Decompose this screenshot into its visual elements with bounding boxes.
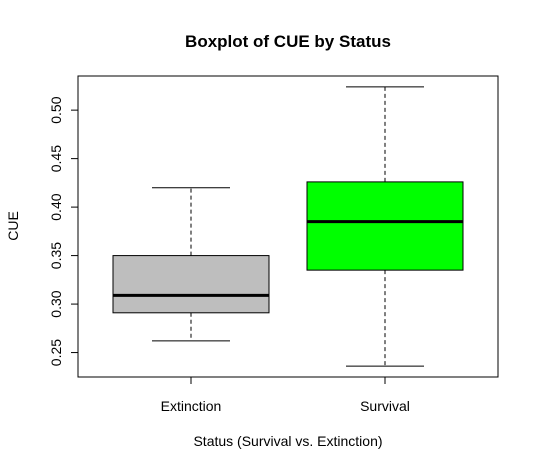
chart-title: Boxplot of CUE by Status xyxy=(185,32,391,51)
y-tick-label: 0.40 xyxy=(48,193,64,220)
y-tick-label: 0.25 xyxy=(48,339,64,366)
box-survival xyxy=(306,181,464,271)
y-tick-label: 0.30 xyxy=(48,290,64,317)
y-tick-label: 0.35 xyxy=(48,242,64,269)
x-axis-label: Status (Survival vs. Extinction) xyxy=(193,433,382,449)
x-tick-label: Extinction xyxy=(161,398,222,414)
plot-area: 0.25 0.30 0.35 0.40 0.45 0.50 Extinction Surviv… xyxy=(48,75,499,414)
y-tick-label: 0.45 xyxy=(48,145,64,172)
x-tick-label: Survival xyxy=(360,398,410,414)
y-axis-label: CUE xyxy=(5,211,21,241)
box-extinction xyxy=(112,255,270,314)
y-tick-label: 0.50 xyxy=(48,96,64,123)
